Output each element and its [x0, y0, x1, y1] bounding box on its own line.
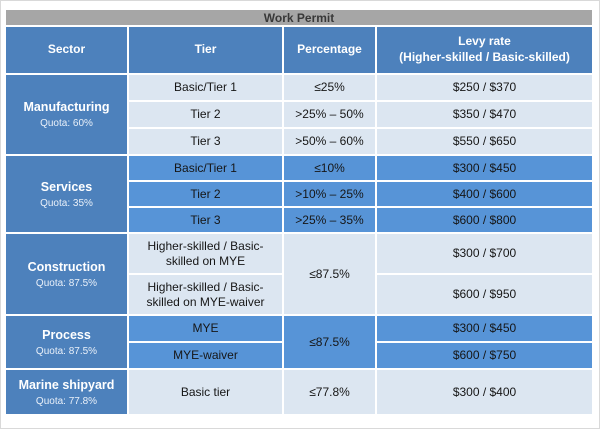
- table-row: Higher-skilled / Basic-skilled on MYE-wa…: [6, 275, 593, 314]
- sector-cell-construction: Construction Quota: 87.5%: [6, 234, 127, 314]
- tier-cell: Tier 3: [129, 208, 282, 232]
- table-row: Tier 2 >10% – 25% $400 / $600: [6, 182, 593, 206]
- sector-name: Services: [40, 179, 93, 194]
- percentage-cell: >10% – 25%: [284, 182, 375, 206]
- sector-cell-manufacturing: Manufacturing Quota: 60%: [6, 75, 127, 154]
- tier-cell: Basic tier: [129, 370, 282, 414]
- column-header-percentage: Percentage: [284, 27, 375, 73]
- levy-cell: $300 / $400: [377, 370, 593, 414]
- table-row: Process Quota: 87.5% MYE ≤87.5% $300 / $…: [6, 316, 593, 368]
- levy-cell: $300 / $700: [377, 234, 593, 273]
- tier-cell: MYE: [129, 316, 282, 341]
- percentage-cell: ≤25%: [284, 75, 375, 100]
- tier-cell: Higher-skilled / Basic-skilled on MYE: [129, 234, 282, 273]
- table-row: MYE-waiver $600 / $750: [6, 343, 593, 368]
- levy-header-line2: (Higher-skilled / Basic-skilled): [399, 50, 570, 64]
- percentage-cell: >50% – 60%: [284, 129, 375, 154]
- percentage-cell: >25% – 35%: [284, 208, 375, 232]
- levy-cell: $250 / $370: [377, 75, 593, 100]
- table-row: Tier 3 >25% – 35% $600 / $800: [6, 208, 593, 232]
- tier-cell: Higher-skilled / Basic-skilled on MYE-wa…: [129, 275, 282, 314]
- percentage-cell: ≤77.8%: [284, 370, 375, 414]
- table-row: Manufacturing Quota: 60% Basic/Tier 1 ≤2…: [6, 75, 593, 154]
- levy-cell: $300 / $450: [377, 316, 593, 341]
- sector-quota: Quota: 60%: [40, 118, 93, 129]
- percentage-cell-merged: ≤87.5%: [284, 234, 375, 314]
- sector-name: Manufacturing: [23, 100, 110, 114]
- levy-cell: $600 / $800: [377, 208, 593, 232]
- sector-name: Process: [42, 327, 91, 342]
- table-row: Services Quota: 35% Basic/Tier 1 ≤10% $3…: [6, 156, 593, 232]
- sector-name: Marine shipyard: [18, 377, 115, 392]
- table-row: Construction Quota: 87.5% Higher-skilled…: [6, 234, 593, 314]
- levy-header-line1: Levy rate: [458, 34, 511, 49]
- tier-cell: Tier 2: [129, 182, 282, 206]
- column-header-tier: Tier: [129, 27, 282, 73]
- title-row: Work Permit: [6, 10, 593, 25]
- table-row: Tier 2 >25% – 50% $350 / $470: [6, 102, 593, 127]
- tier-cell: Tier 3: [129, 129, 282, 154]
- sector-quota: Quota: 77.8%: [35, 395, 98, 407]
- tier-cell: Basic/Tier 1: [129, 156, 282, 180]
- levy-cell: $350 / $470: [377, 102, 593, 127]
- percentage-cell-merged: ≤87.5%: [284, 316, 375, 368]
- work-permit-table: Work Permit Sector Tier Percentage Levy …: [4, 8, 594, 416]
- percentage-cell: ≤10%: [284, 156, 375, 180]
- column-header-sector: Sector: [6, 27, 127, 73]
- levy-cell: $400 / $600: [377, 182, 593, 206]
- table-row: Tier 3 >50% – 60% $550 / $650: [6, 129, 593, 154]
- sector-cell-process: Process Quota: 87.5%: [6, 316, 127, 368]
- tier-cell: Basic/Tier 1: [129, 75, 282, 100]
- sector-name: Construction: [27, 259, 106, 274]
- sector-cell-services: Services Quota: 35%: [6, 156, 127, 232]
- levy-cell: $600 / $950: [377, 275, 593, 314]
- table-title: Work Permit: [6, 10, 593, 25]
- levy-cell: $600 / $750: [377, 343, 593, 368]
- sector-quota: Quota: 35%: [40, 197, 93, 209]
- column-header-levy-rate: Levy rate (Higher-skilled / Basic-skille…: [377, 27, 593, 73]
- sector-quota: Quota: 87.5%: [35, 345, 98, 357]
- levy-cell: $300 / $450: [377, 156, 593, 180]
- sector-cell-marine-shipyard: Marine shipyard Quota: 77.8%: [6, 370, 127, 414]
- tier-cell: Tier 2: [129, 102, 282, 127]
- levy-cell: $550 / $650: [377, 129, 593, 154]
- sector-quota: Quota: 87.5%: [35, 277, 98, 289]
- table-row: Marine shipyard Quota: 77.8% Basic tier …: [6, 370, 593, 414]
- percentage-cell: >25% – 50%: [284, 102, 375, 127]
- header-row: Sector Tier Percentage Levy rate (Higher…: [6, 27, 593, 73]
- tier-cell: MYE-waiver: [129, 343, 282, 368]
